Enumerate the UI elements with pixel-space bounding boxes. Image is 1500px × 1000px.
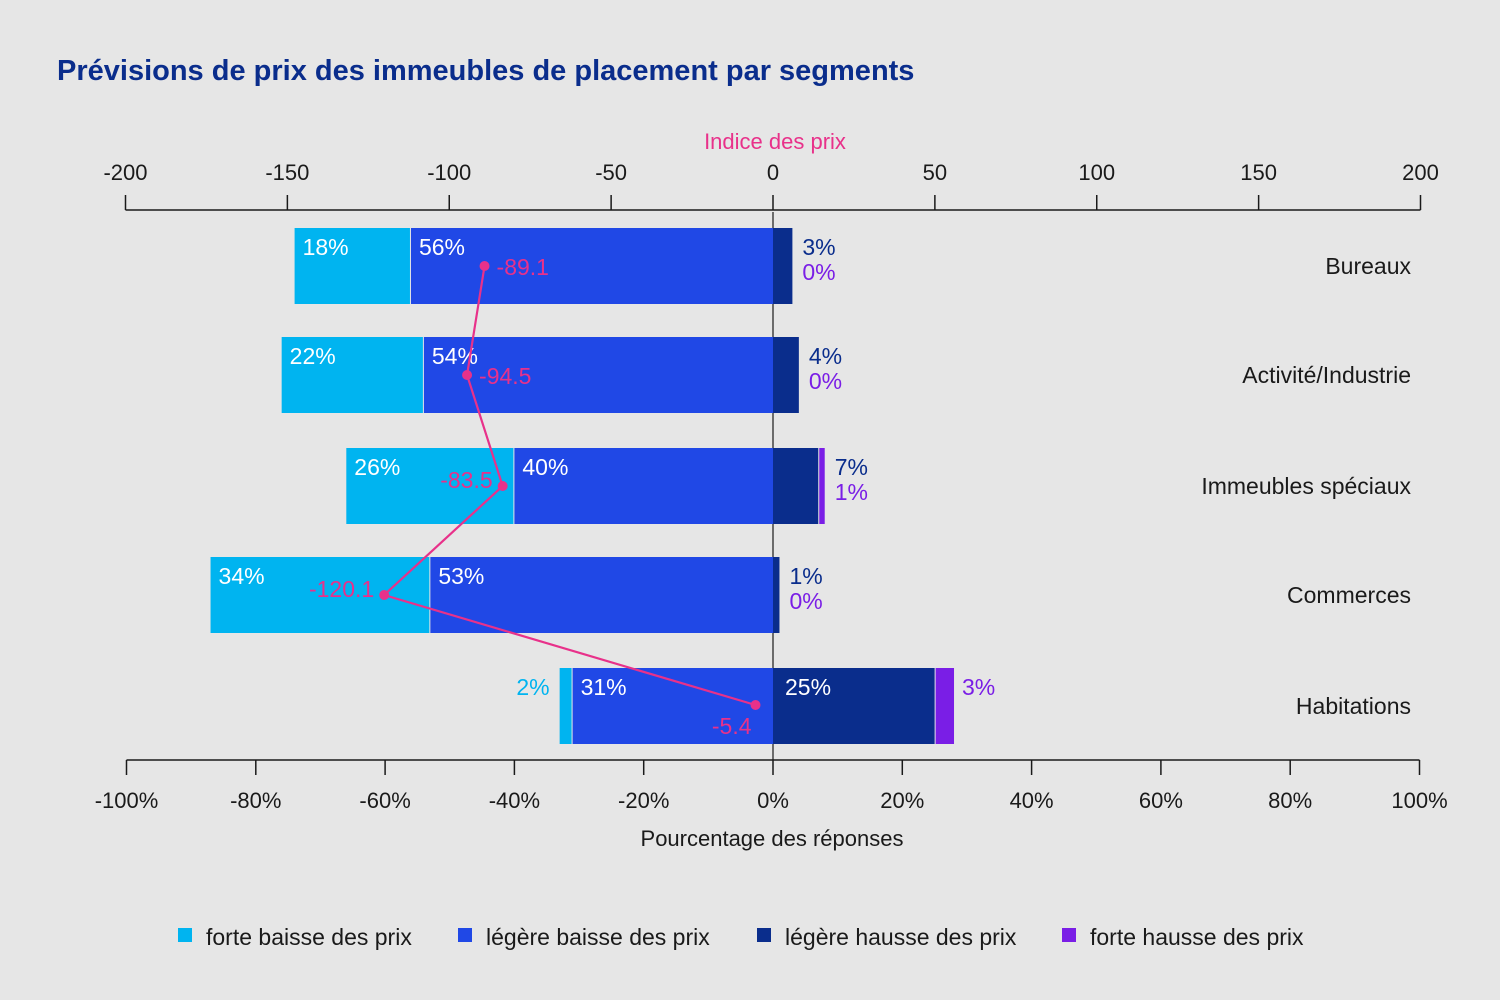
bottom-axis-tick-label: -40% [489, 788, 540, 813]
bar-forte-baisse [294, 228, 410, 304]
bar-legere-baisse [423, 337, 773, 413]
bar-legere-baisse [430, 557, 773, 633]
value-label-legere-baisse: 53% [438, 563, 484, 589]
index-point-label: -89.1 [497, 254, 549, 280]
top-axis-tick-label: 150 [1240, 160, 1277, 185]
legend-swatch [1062, 928, 1076, 942]
top-axis-tick-label: 50 [923, 160, 947, 185]
top-axis-title: Indice des prix [704, 129, 846, 154]
top-axis-tick-label: 0 [767, 160, 779, 185]
index-point-label: -120.1 [309, 576, 374, 602]
top-axis-tick-label: 100 [1078, 160, 1115, 185]
index-point [750, 700, 761, 710]
value-label-forte-hausse: 0% [802, 259, 835, 285]
value-label-legere-hausse: 4% [809, 343, 842, 369]
value-label-forte-baisse: 22% [290, 343, 336, 369]
legend-swatch [458, 928, 472, 942]
category-label: Activité/Industrie [1242, 362, 1411, 388]
bar-legere-hausse [773, 337, 799, 413]
bar-forte-hausse [819, 448, 825, 524]
value-label-forte-hausse: 0% [789, 588, 822, 614]
category-label: Commerces [1287, 582, 1411, 608]
bottom-axis-tick-label: 0% [757, 788, 789, 813]
top-axis-tick-label: -200 [103, 160, 147, 185]
bar-legere-hausse [773, 448, 819, 524]
value-label-legere-baisse: 31% [581, 674, 627, 700]
value-label-forte-hausse: 0% [809, 368, 842, 394]
legend-label: légère baisse des prix [486, 924, 710, 950]
bottom-axis-tick-label: 100% [1391, 788, 1447, 813]
value-label-legere-hausse: 1% [789, 563, 822, 589]
value-label-legere-baisse: 40% [522, 454, 568, 480]
bar-forte-hausse [935, 668, 955, 744]
legend-swatch [178, 928, 192, 942]
bar-legere-hausse [773, 668, 935, 744]
bar-legere-hausse [773, 228, 793, 304]
value-label-forte-hausse: 1% [835, 479, 868, 505]
bottom-axis: -100% -80% -60% -40% -20% 0% 20% 40% 60% 80% 100% [95, 212, 1448, 813]
index-point [379, 590, 390, 600]
index-point [479, 261, 490, 271]
category-label: Bureaux [1325, 253, 1411, 279]
legend-label: légère hausse des prix [785, 924, 1017, 950]
category-label: Habitations [1296, 693, 1411, 719]
bar-forte-baisse [281, 337, 423, 413]
bar-legere-baisse [514, 448, 773, 524]
chart-title: Prévisions de prix des immeubles de plac… [57, 55, 914, 87]
category-labels: Bureaux Activité/Industrie Immeubles spéci… [1201, 253, 1411, 719]
bottom-axis-tick-label: 60% [1139, 788, 1183, 813]
value-label-forte-baisse: 2% [516, 674, 549, 700]
top-axis: -200 -150 -100 -50 0 50 100 150 200 [103, 160, 1439, 211]
bar-legere-hausse [773, 557, 780, 633]
bottom-axis-tick-label: -20% [618, 788, 669, 813]
bottom-axis-tick-label: 40% [1010, 788, 1054, 813]
top-axis-tick-label: -50 [595, 160, 627, 185]
value-label-legere-hausse: 7% [835, 454, 868, 480]
index-point-label: -83.5 [440, 467, 492, 493]
top-axis-tick-label: -100 [427, 160, 471, 185]
bar-legere-baisse [410, 228, 773, 304]
bottom-axis-tick-label: 20% [880, 788, 924, 813]
bottom-axis-tick-label: 80% [1268, 788, 1312, 813]
index-point [462, 370, 473, 380]
top-axis-tick-label: -150 [265, 160, 309, 185]
legend-label: forte hausse des prix [1090, 924, 1304, 950]
value-label-forte-baisse: 34% [219, 563, 265, 589]
category-label: Immeubles spéciaux [1201, 473, 1411, 499]
value-label-legere-baisse: 56% [419, 234, 465, 260]
index-point [497, 481, 508, 491]
bar-forte-baisse [210, 557, 430, 633]
bottom-axis-title: Pourcentage des réponses [641, 826, 904, 851]
index-point-label: -94.5 [479, 363, 531, 389]
legend: forte baisse des prix légère baisse des p… [178, 924, 1304, 950]
index-point-label: -5.4 [712, 713, 752, 739]
bar-forte-baisse [559, 668, 572, 744]
legend-label: forte baisse des prix [206, 924, 412, 950]
index-line-group: -89.1 -94.5 -83.5 -120.1 -5.4 [309, 254, 761, 739]
bar-group: 18% 56% 3%0%22% 54% 4%0%26% 40% 7%1%34% 53% 1%0%… [210, 228, 995, 744]
bottom-axis-tick-label: -100% [95, 788, 159, 813]
bottom-axis-tick-label: -80% [230, 788, 281, 813]
value-label-legere-hausse: 3% [802, 234, 835, 260]
value-label-forte-hausse: 3% [962, 674, 995, 700]
value-label-legere-hausse: 25% [785, 674, 831, 700]
bottom-axis-tick-label: -60% [359, 788, 410, 813]
value-label-forte-baisse: 18% [303, 234, 349, 260]
value-label-forte-baisse: 26% [354, 454, 400, 480]
top-axis-tick-label: 200 [1402, 160, 1439, 185]
legend-swatch [757, 928, 771, 942]
bar-forte-baisse [346, 448, 514, 524]
